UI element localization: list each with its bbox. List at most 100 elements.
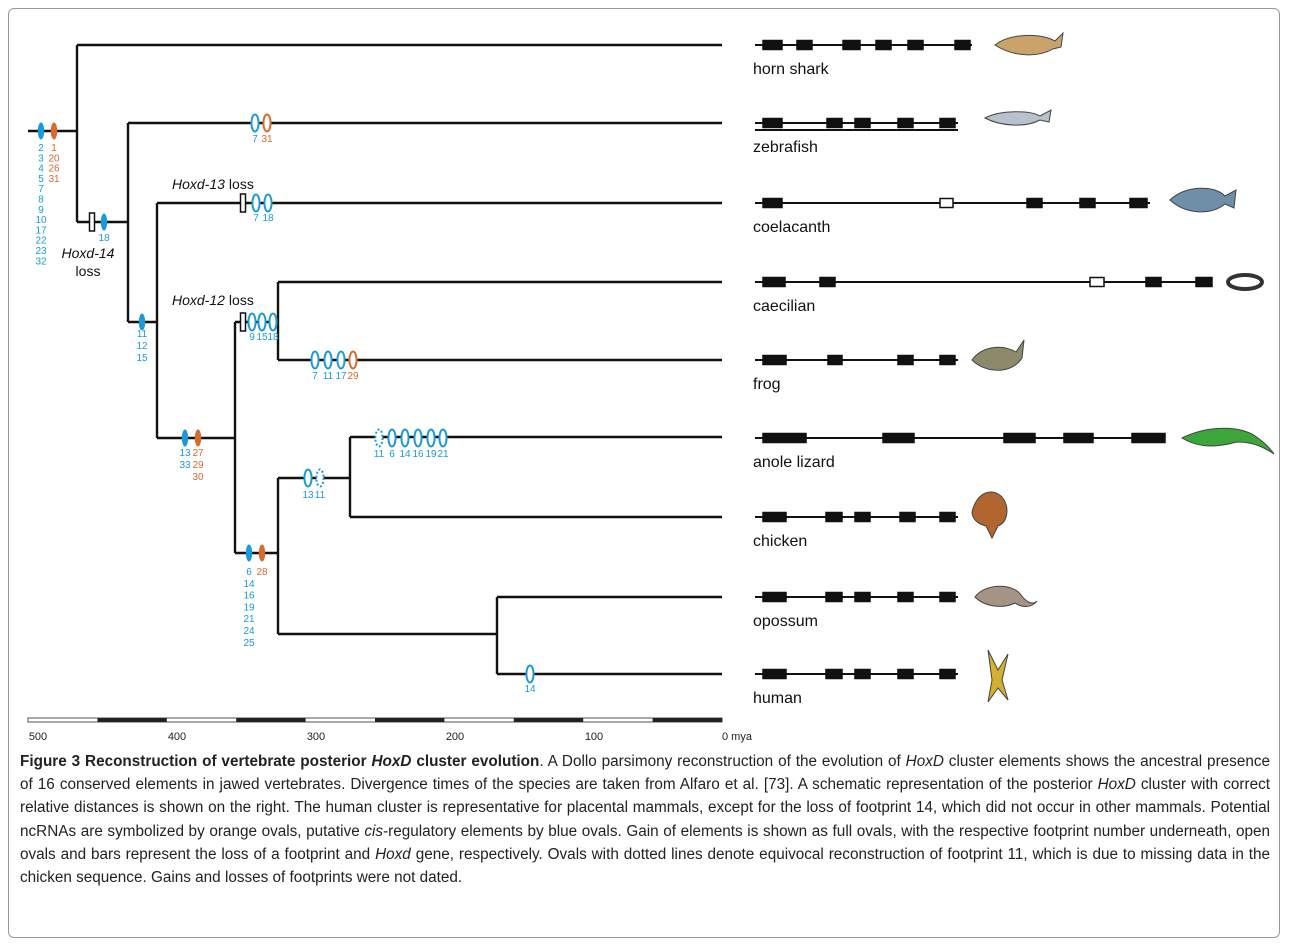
axis-label: 500 — [29, 731, 47, 743]
scale-segment — [236, 718, 305, 722]
footprint-number: 16 — [243, 591, 255, 602]
footprint-oval — [195, 430, 201, 447]
gene-loss-bar — [241, 194, 246, 212]
gene-box — [940, 513, 955, 522]
species-label: chicken — [753, 533, 807, 550]
animal-icon — [972, 340, 1024, 370]
caption-run: cis — [364, 823, 383, 840]
footprint-number: 6 — [389, 449, 395, 460]
gene-box — [827, 119, 842, 128]
species-label: frog — [753, 376, 781, 393]
footprint-number: 12 — [136, 341, 148, 352]
caption-run: cluster evolution — [411, 753, 539, 770]
loss-label: loss — [229, 292, 254, 308]
footprint-number: 18 — [262, 213, 274, 224]
footprint-number: 13 — [179, 448, 191, 459]
gene-box — [908, 41, 923, 50]
footprint-number: 19 — [243, 602, 255, 613]
footprint-oval — [259, 545, 265, 562]
animal-icon — [985, 110, 1051, 125]
footprint-number: 9 — [249, 332, 255, 343]
footprint-oval — [101, 214, 107, 231]
caption-run: HoxD — [906, 753, 944, 770]
gene-box — [1080, 199, 1095, 208]
animal-icon — [975, 586, 1037, 606]
footprint-oval — [324, 352, 331, 369]
caption-run: . A Dollo parsimony reconstruction of th… — [539, 753, 905, 770]
footprint-number: 25 — [243, 638, 255, 649]
footprint-number: 14 — [524, 684, 536, 695]
tree-branches — [28, 45, 722, 674]
footprint-number: 11 — [137, 329, 148, 340]
footprint-oval — [251, 115, 258, 132]
gene-box — [763, 199, 782, 208]
gene-name: Hoxd-14 — [62, 245, 115, 261]
axis-label: 200 — [446, 731, 464, 743]
footprint-number: 7 — [252, 134, 258, 145]
footprint-oval — [388, 430, 395, 447]
footprint-number: 30 — [192, 472, 204, 483]
footprint-number: 21 — [243, 614, 255, 625]
footprint-oval — [439, 430, 446, 447]
footprint-number: 11 — [315, 490, 326, 501]
gene-box — [1064, 434, 1093, 443]
species-label: caecilian — [753, 298, 815, 315]
footprint-number: 18 — [267, 332, 279, 343]
footprint-number: 15 — [256, 332, 268, 343]
gene-box — [876, 41, 891, 50]
footprint-oval — [304, 470, 311, 487]
footprint-oval — [337, 352, 344, 369]
gene-box — [898, 593, 913, 602]
tree — [28, 45, 722, 674]
gene-box — [763, 593, 786, 602]
footprint-number: 31 — [48, 174, 60, 185]
caption: Figure 3 Reconstruction of vertebrate po… — [20, 750, 1270, 889]
axis-label: 400 — [168, 731, 186, 743]
axis-label: 100 — [585, 731, 603, 743]
footprint-oval — [375, 430, 382, 447]
animal-icon — [995, 33, 1063, 55]
scale-segment — [653, 718, 722, 722]
gene-box — [940, 670, 955, 679]
gene-box — [1004, 434, 1035, 443]
animal-icon — [1228, 275, 1262, 289]
gene-box — [763, 670, 786, 679]
footprint-oval — [38, 123, 44, 140]
species-label: zebrafish — [753, 139, 818, 156]
gene-box — [1130, 199, 1147, 208]
footprint-number: 7 — [253, 213, 259, 224]
footprint-oval — [526, 666, 533, 683]
footprint-number: 11 — [374, 449, 385, 460]
page: 5004003002001000 myahorn sharkzebrafishc… — [0, 0, 1290, 948]
animal-icon — [1182, 428, 1274, 454]
footprint-number: 21 — [437, 449, 449, 460]
gene-box — [900, 513, 915, 522]
footprint-number: 29 — [192, 460, 204, 471]
footprint-number: 29 — [347, 371, 359, 382]
axis-label: 300 — [307, 731, 325, 743]
gene-box — [763, 513, 786, 522]
gene-box — [898, 670, 913, 679]
gene-box — [826, 593, 842, 602]
caption-run: Hoxd — [375, 846, 411, 863]
footprint-oval — [316, 470, 323, 487]
species-label: coelacanth — [753, 219, 830, 236]
gene-box — [898, 356, 913, 365]
footprint-oval — [311, 352, 318, 369]
footprint-number: 11 — [323, 371, 334, 382]
gene-box — [763, 119, 782, 128]
gene-box — [826, 513, 842, 522]
footprint-number: 17 — [335, 371, 347, 382]
gene-loss-bar — [90, 213, 95, 231]
species-label: horn shark — [753, 61, 830, 78]
animal-icon — [988, 650, 1008, 702]
footprint-number: 14 — [399, 449, 411, 460]
caption-run: HoxD — [371, 753, 411, 770]
gene-box — [1132, 434, 1165, 443]
scale-segment — [97, 718, 166, 722]
footprint-number: 13 — [302, 490, 314, 501]
gene-box — [763, 434, 806, 443]
footprint-oval — [182, 430, 188, 447]
